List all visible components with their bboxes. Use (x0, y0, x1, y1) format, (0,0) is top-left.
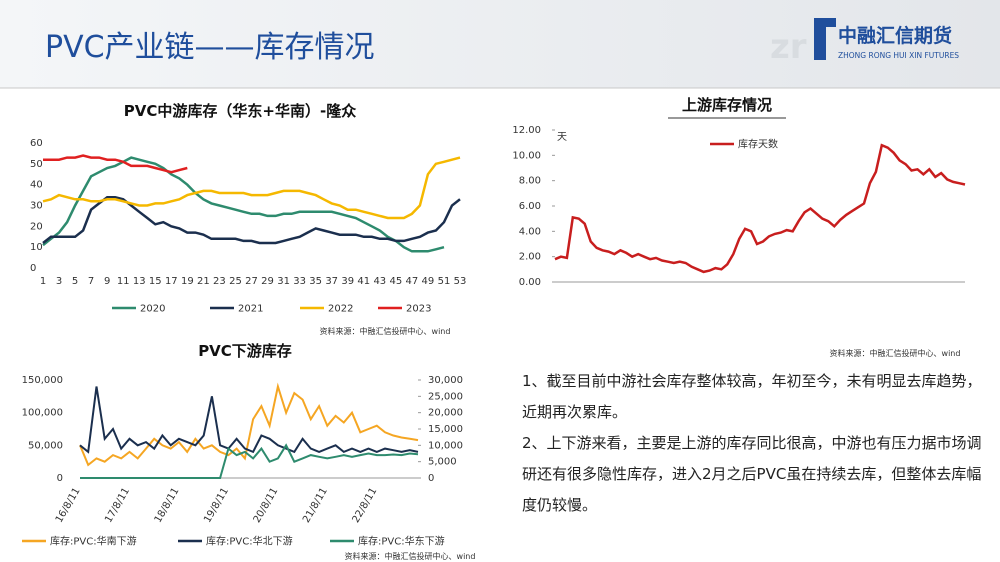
x-tick-label: 7 (88, 276, 94, 287)
x-tick-label: 1 (40, 276, 46, 287)
logo-cn: 中融汇信期货 (838, 24, 952, 47)
y-tick-label: 2.00 (519, 252, 541, 263)
x-tick-label: 21/8/11 (301, 486, 330, 525)
y-tick-label: 0.00 (519, 277, 541, 288)
x-tick-label: 37 (325, 276, 338, 287)
series-line (79, 382, 419, 467)
x-tick-label: 17 (165, 276, 178, 287)
legend-label: 库存天数 (738, 138, 778, 151)
chart-title: PVC下游库存 (198, 342, 292, 360)
y-tick-label: 100,000 (22, 408, 63, 419)
x-tick-label: 43 (373, 276, 386, 287)
y2-tick-label: 30,000 (428, 375, 463, 386)
y2-tick-label: 5,000 (428, 457, 457, 468)
y-tick-label: 8.00 (519, 176, 541, 187)
x-tick-label: 5 (72, 276, 78, 287)
legend-label: 库存:PVC:华东下游 (358, 535, 445, 548)
x-tick-label: 35 (309, 276, 322, 287)
x-tick-label: 39 (341, 276, 354, 287)
x-tick-label: 51 (438, 276, 451, 287)
chart-title: 上游库存情况 (682, 96, 772, 114)
legend-label: 2021 (238, 304, 263, 315)
x-tick-label: 21 (197, 276, 210, 287)
y-tick-label: 50,000 (28, 440, 63, 451)
x-tick-label: 16/8/11 (54, 486, 83, 525)
y-tick-label: 30 (30, 201, 43, 212)
y-tick-label: 150,000 (22, 375, 63, 386)
y-tick-label: 60 (30, 138, 43, 149)
y-tick-label: 0 (30, 263, 36, 274)
y2-tick-label: 25,000 (428, 391, 463, 402)
y2-tick-label: 15,000 (428, 424, 463, 435)
y-tick-label: 50 (30, 159, 43, 170)
y-tick-label: 10.00 (512, 150, 541, 161)
header-bg (0, 0, 1000, 88)
y-axis-label: 天 (557, 132, 567, 143)
y-tick-label: 20 (30, 221, 43, 232)
legend-label: 2020 (140, 304, 165, 315)
x-tick-label: 15 (149, 276, 162, 287)
series-line (43, 154, 188, 174)
source-note: 资料来源：中融汇信投研中心、wind (320, 326, 451, 336)
legend-label: 库存:PVC:华南下游 (50, 535, 137, 548)
x-tick-label: 3 (56, 276, 62, 287)
logo-mark: zr (770, 27, 807, 67)
y-tick-label: 10 (30, 242, 43, 253)
x-tick-label: 20/8/11 (252, 486, 281, 525)
logo-f (814, 18, 826, 60)
y-tick-label: 4.00 (519, 226, 541, 237)
x-tick-label: 53 (454, 276, 467, 287)
x-tick-label: 33 (293, 276, 306, 287)
chart-title: PVC中游库存（华东+华南）-隆众 (124, 102, 356, 120)
y-tick-label: 12.00 (512, 125, 541, 136)
x-tick-label: 47 (406, 276, 419, 287)
legend-label: 库存:PVC:华北下游 (206, 535, 293, 548)
logo-en: ZHONG RONG HUI XIN FUTURES (838, 51, 959, 60)
y2-tick-label: 20,000 (428, 408, 463, 419)
x-tick-label: 29 (261, 276, 274, 287)
series-line (554, 143, 966, 274)
x-tick-label: 17/8/11 (103, 486, 132, 525)
series-line (42, 156, 445, 253)
x-tick-label: 45 (389, 276, 402, 287)
legend-label: 2022 (328, 304, 353, 315)
x-tick-label: 13 (133, 276, 146, 287)
x-tick-label: 27 (245, 276, 258, 287)
legend-label: 2023 (406, 304, 431, 315)
text-panel: 1、截至目前中游社会库存整体较高，年初至今，未有明显去库趋势，近期再次累库。 2… (522, 366, 984, 521)
y-tick-label: 40 (30, 180, 43, 191)
y2-tick-label: 10,000 (428, 440, 463, 451)
paragraph: 1、截至目前中游社会库存整体较高，年初至今，未有明显去库趋势，近期再次累库。 (522, 372, 982, 421)
series-line (42, 195, 461, 245)
x-tick-label: 41 (357, 276, 370, 287)
paragraph: 2、上下游来看，主要是上游的库存同比很高，中游也有压力据市场调研还有很多隐性库存… (522, 434, 982, 514)
x-tick-label: 25 (229, 276, 242, 287)
series-line (79, 386, 419, 454)
source-note: 资料来源：中融汇信投研中心、wind (345, 551, 476, 561)
series-line (42, 156, 461, 220)
y2-tick-label: 0 (428, 473, 434, 484)
x-tick-label: 11 (117, 276, 130, 287)
x-tick-label: 19 (181, 276, 194, 287)
x-tick-label: 31 (277, 276, 290, 287)
x-tick-label: 9 (104, 276, 110, 287)
x-tick-label: 19/8/11 (202, 486, 231, 525)
y-tick-label: 6.00 (519, 201, 541, 212)
logo-f (814, 18, 836, 27)
x-tick-label: 18/8/11 (153, 486, 182, 525)
source-note: 资料来源：中融汇信投研中心、wind (830, 348, 961, 358)
y-tick-label: 0 (57, 473, 63, 484)
x-tick-label: 23 (213, 276, 226, 287)
series-line (80, 443, 419, 479)
x-tick-label: 22/8/11 (351, 486, 380, 525)
x-tick-label: 49 (422, 276, 435, 287)
page-title: PVC产业链——库存情况 (45, 30, 375, 65)
